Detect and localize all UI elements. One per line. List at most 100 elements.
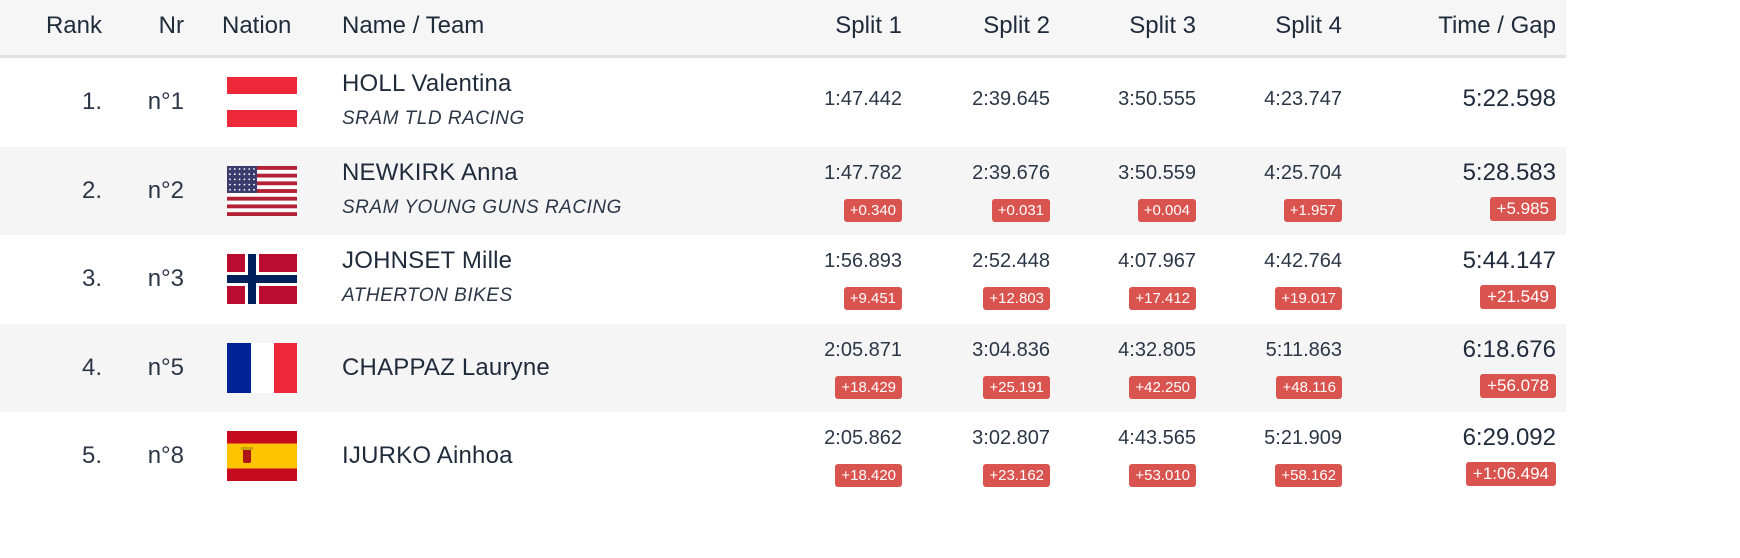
rider-name[interactable]: CHAPPAZ Lauryne — [342, 353, 550, 381]
table-row[interactable]: 1. n°1 HOLL Valentina SRAM TLD RACING 1:47.4… — [0, 58, 1566, 147]
split-3-time: 4:07.967 — [1118, 250, 1196, 272]
rank-cell: 2. — [81, 176, 102, 204]
split-2-gap: +12.803 — [900, 287, 1050, 310]
total-gap: +21.549 — [1356, 285, 1556, 309]
bib-number-cell: n°2 — [147, 176, 184, 204]
rank-cell: 5. — [81, 442, 102, 469]
rank-cell: 1. — [81, 88, 102, 115]
rider-name[interactable]: HOLL Valentina — [342, 70, 512, 97]
bib-number-cell: n°1 — [147, 88, 184, 115]
rank-cell: 4. — [81, 353, 102, 381]
gap-badge: +0.004 — [1137, 198, 1196, 222]
header-rank[interactable]: Rank — [45, 12, 102, 39]
gap-badge: +21.549 — [1480, 285, 1556, 309]
split-3-gap: +42.250 — [1046, 375, 1196, 399]
team-name: ATHERTON BIKES — [342, 285, 513, 306]
split-3-time: 4:43.565 — [1118, 427, 1196, 449]
total-time: 5:44.147 — [1462, 247, 1556, 274]
gap-badge: +1:06.494 — [1465, 462, 1556, 486]
split-4-time: 4:42.764 — [1264, 250, 1342, 272]
table-header: Rank Nr Nation Name / Team Split 1 Split… — [0, 0, 1566, 58]
gap-badge: +19.017 — [1275, 287, 1342, 310]
split-4-gap: +58.162 — [1192, 464, 1342, 487]
table-row[interactable]: 4. n°5 CHAPPAZ Lauryne 2:05.871 +18.429 3:04.… — [0, 323, 1566, 412]
gap-badge: +0.031 — [991, 198, 1050, 222]
split-1-time: 1:47.442 — [824, 88, 902, 110]
header-split-3[interactable]: Split 3 — [1129, 12, 1196, 39]
gap-badge: +56.078 — [1480, 373, 1556, 398]
usa-flag — [227, 165, 297, 216]
gap-badge: +17.412 — [1129, 287, 1196, 310]
split-3-time: 3:50.555 — [1118, 88, 1196, 110]
gap-badge: +48.116 — [1276, 375, 1342, 399]
norway-flag — [227, 254, 297, 304]
austria-flag — [227, 77, 297, 127]
total-time: 6:29.092 — [1462, 424, 1556, 451]
split-1-gap: +0.340 — [752, 198, 902, 222]
total-gap: +56.078 — [1356, 373, 1556, 398]
gap-badge: +58.162 — [1275, 464, 1342, 487]
total-gap: +5.985 — [1356, 196, 1556, 221]
split-4-time: 5:21.909 — [1264, 427, 1342, 449]
gap-badge: +42.250 — [1129, 375, 1196, 399]
header-time-gap[interactable]: Time / Gap — [1438, 12, 1556, 39]
gap-badge: +25.191 — [983, 375, 1050, 399]
team-name: SRAM TLD RACING — [342, 108, 525, 129]
split-1-time: 2:05.862 — [824, 427, 902, 449]
split-2-gap: +0.031 — [900, 198, 1050, 222]
rider-name[interactable]: NEWKIRK Anna — [342, 158, 518, 186]
split-3-gap: +0.004 — [1046, 198, 1196, 222]
rider-name[interactable]: JOHNSET Mille — [342, 247, 513, 274]
gap-badge: +0.340 — [843, 198, 902, 222]
split-3-gap: +53.010 — [1046, 464, 1196, 487]
gap-badge: +53.010 — [1129, 464, 1196, 487]
split-3-time: 3:50.559 — [1118, 161, 1196, 184]
table-row[interactable]: 2. n°2 NEWKIRK Anna SRAM YOUNG GUNS RACING 1… — [0, 146, 1566, 235]
table-row[interactable]: 5. n°8 IJURKO Ainhoa 2:05.862 +18.420 3:02.80… — [0, 412, 1566, 501]
split-4-time: 4:23.747 — [1264, 88, 1342, 110]
team-name: SRAM YOUNG GUNS RACING — [342, 196, 622, 218]
split-4-time: 5:11.863 — [1265, 338, 1342, 361]
split-1-gap: +18.429 — [752, 375, 902, 399]
header-split-1[interactable]: Split 1 — [835, 12, 902, 39]
header-nr[interactable]: Nr — [158, 12, 184, 39]
header-nation[interactable]: Nation — [222, 12, 292, 39]
bib-number-cell: n°3 — [147, 265, 184, 292]
gap-badge: +23.162 — [983, 464, 1050, 487]
header-name-team[interactable]: Name / Team — [342, 12, 485, 39]
split-4-time: 4:25.704 — [1264, 161, 1342, 184]
split-2-gap: +25.191 — [900, 375, 1050, 399]
split-4-gap: +19.017 — [1192, 287, 1342, 310]
split-1-gap: +18.420 — [752, 464, 902, 487]
split-2-time: 2:52.448 — [972, 250, 1050, 272]
split-3-gap: +17.412 — [1046, 287, 1196, 310]
spain-flag — [227, 431, 297, 481]
gap-badge: +9.451 — [843, 287, 902, 310]
split-2-time: 2:39.645 — [972, 88, 1050, 110]
table-body: 1. n°1 HOLL Valentina SRAM TLD RACING 1:47.4… — [0, 58, 1740, 501]
split-1-time: 1:56.893 — [824, 250, 902, 272]
gap-badge: +5.985 — [1489, 196, 1556, 221]
split-4-gap: +1.957 — [1192, 198, 1342, 222]
total-time: 6:18.676 — [1462, 335, 1556, 363]
bib-number-cell: n°8 — [147, 442, 184, 469]
split-2-time: 3:04.836 — [972, 338, 1050, 361]
table-row[interactable]: 3. n°3 JOHNSET Mille ATHERTON BIKES 1:56.893… — [0, 235, 1566, 324]
header-split-2[interactable]: Split 2 — [983, 12, 1050, 39]
header-split-4[interactable]: Split 4 — [1275, 12, 1342, 39]
split-2-time: 3:02.807 — [972, 427, 1050, 449]
rider-name[interactable]: IJURKO Ainhoa — [342, 442, 513, 469]
split-2-gap: +23.162 — [900, 464, 1050, 487]
split-3-time: 4:32.805 — [1118, 338, 1196, 361]
total-time: 5:22.598 — [1462, 85, 1556, 112]
split-2-time: 2:39.676 — [972, 161, 1050, 184]
split-1-time: 1:47.782 — [824, 161, 902, 184]
gap-badge: +18.429 — [835, 375, 902, 399]
gap-badge: +18.420 — [835, 464, 902, 487]
total-time: 5:28.583 — [1462, 158, 1556, 186]
split-1-time: 2:05.871 — [824, 338, 902, 361]
bib-number-cell: n°5 — [147, 353, 184, 381]
split-1-gap: +9.451 — [752, 287, 902, 310]
split-4-gap: +48.116 — [1192, 375, 1342, 399]
results-table: Rank Nr Nation Name / Team Split 1 Split… — [0, 0, 1740, 501]
